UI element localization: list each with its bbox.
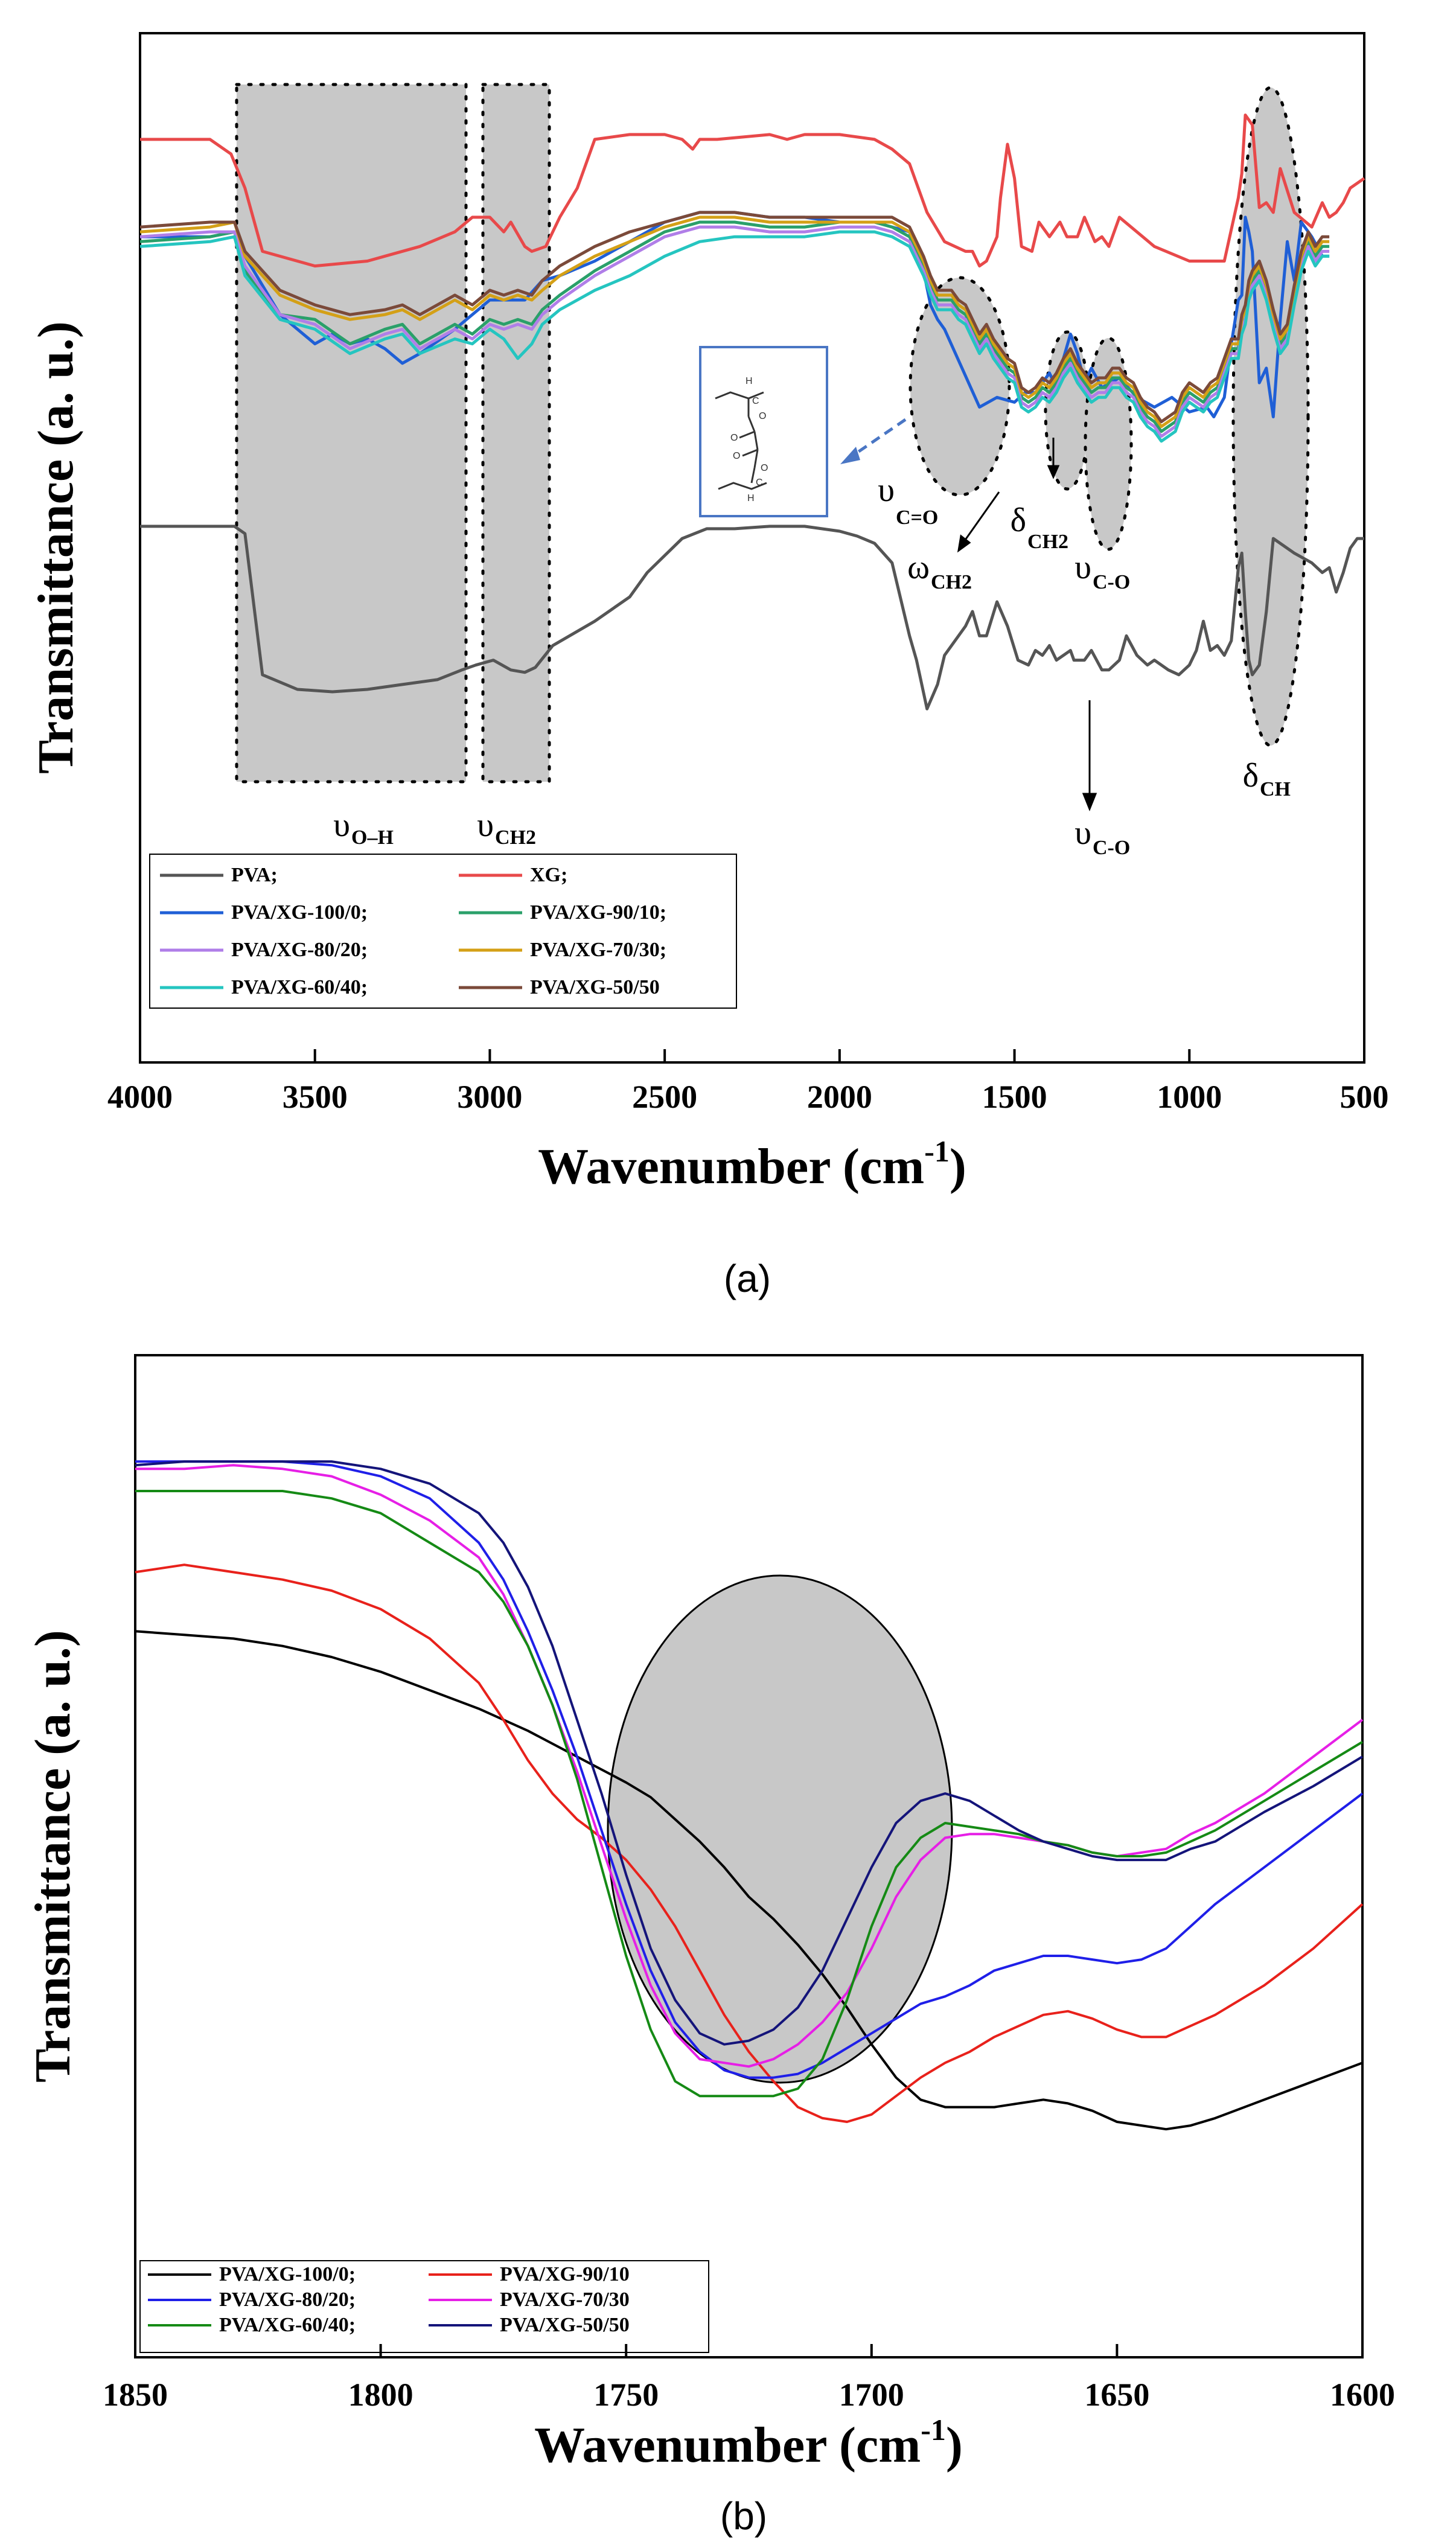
structure-atom-label: O <box>730 433 738 443</box>
ch-ellipse-shade <box>1231 86 1310 747</box>
x-tick-label: 1650 <box>1084 2377 1149 2413</box>
structure-box <box>699 346 828 517</box>
structure-atom-label: C <box>756 477 763 488</box>
annotation-label: υ <box>1074 814 1091 852</box>
x-tick-label: 2000 <box>807 1079 872 1115</box>
x-tick-label: 2500 <box>632 1079 697 1115</box>
carbonyl-highlight-ellipse <box>607 1574 953 2084</box>
x-tick-label: 1850 <box>103 2377 168 2413</box>
x-tick-label: 1600 <box>1330 2377 1395 2413</box>
x-tick-label: 1500 <box>982 1079 1047 1115</box>
structure-inset: H C O O O O H C <box>699 346 907 517</box>
structure-atom-label: C <box>752 396 759 406</box>
ch2-bend-arrow-head <box>1047 465 1060 479</box>
x-tick-label: 500 <box>1340 1079 1389 1115</box>
panel-a: H C O O O O H C υ O–H υ CH2 υ C=O ω CH2 <box>28 32 1389 1300</box>
series-line-pva-xg-50-50 <box>135 1460 1364 2046</box>
annotation-label: δ <box>1243 757 1259 794</box>
panel-b-label: (b) <box>720 2494 767 2538</box>
panel-a-x-axis: 4000 3500 3000 2500 2000 1500 1000 500 <box>107 1049 1389 1115</box>
wagging-arrow-head <box>957 534 971 553</box>
x-tick-label: 1700 <box>839 2377 904 2413</box>
c-o-arrow-head <box>1082 793 1097 812</box>
annotation-sub: O–H <box>351 826 394 849</box>
structure-atom-label: H <box>746 376 753 386</box>
panel-b-legend-box <box>139 2260 709 2353</box>
annotation-label: υ <box>1074 549 1091 586</box>
c-o-ellipse-shade <box>1084 336 1133 551</box>
legend-label: PVA/XG-50/50 <box>530 976 660 998</box>
annotation-sub: C-O <box>1093 837 1130 859</box>
structure-atom-label: O <box>733 451 740 461</box>
x-tick-label: 1750 <box>593 2377 659 2413</box>
panel-b: PVA/XG-100/0; PVA/XG-90/10 PVA/XG-80/20; PV… <box>25 1354 1395 2538</box>
annotation-sub: CH2 <box>1027 531 1068 553</box>
annotation-sub: C-O <box>1093 571 1130 593</box>
structure-pointer-arrow <box>847 418 907 461</box>
panel-b-x-axis-title: Wavenumber (cm-1) <box>534 2413 963 2473</box>
legend-label: PVA/XG-70/30; <box>530 939 666 961</box>
series-line-pva-xg-50-50 <box>139 211 1330 424</box>
x-tick-label: 1000 <box>1157 1079 1222 1115</box>
series-line-pva-xg-80-20 <box>135 1460 1364 2079</box>
legend-label: PVA/XG-100/0; <box>231 901 368 924</box>
legend-label: PVA/XG-100/0; <box>219 2263 356 2285</box>
annotation-sub: C=O <box>896 506 938 529</box>
legend-label: PVA/XG-90/10; <box>530 901 666 924</box>
annotation-label: δ <box>1011 502 1026 539</box>
structure-atom-label: O <box>761 463 768 473</box>
x-tick-label: 3000 <box>457 1079 522 1115</box>
x-tick-label: 3500 <box>283 1079 348 1115</box>
legend-label: XG; <box>530 864 567 886</box>
legend-label: PVA/XG-80/20; <box>219 2288 356 2311</box>
oh-region-shade <box>235 83 468 784</box>
legend-label: PVA; <box>231 864 278 886</box>
x-tick-label: 4000 <box>107 1079 173 1115</box>
annotation-label: υ <box>477 806 494 844</box>
annotation-sub: CH2 <box>495 826 536 849</box>
structure-pointer-head <box>840 447 860 464</box>
legend-label: PVA/XG-50/50 <box>500 2314 630 2336</box>
wagging-arrow <box>962 491 1000 544</box>
panel-a-legend-box <box>149 854 737 1009</box>
panel-b-legend: PVA/XG-100/0; PVA/XG-90/10 PVA/XG-80/20; PV… <box>139 2260 709 2353</box>
series-line-pva-xg-90-10 <box>135 1563 1364 2123</box>
panel-a-x-axis-title: Wavenumber (cm-1) <box>538 1134 966 1195</box>
legend-label: PVA/XG-70/30 <box>500 2288 630 2311</box>
structure-atom-label: O <box>759 411 766 421</box>
legend-label: PVA/XG-80/20; <box>231 939 368 961</box>
ch2-region-shade <box>481 83 551 784</box>
legend-label: PVA/XG-60/40; <box>219 2314 356 2336</box>
annotation-label: υ <box>333 806 350 844</box>
annotation-label: υ <box>878 471 895 509</box>
annotation-label: ω <box>907 549 930 586</box>
legend-label: PVA/XG-90/10 <box>500 2263 630 2285</box>
x-tick-label: 1800 <box>348 2377 413 2413</box>
panel-b-x-axis: 1850 1800 1750 1700 1650 1600 <box>103 2344 1395 2413</box>
panel-b-y-axis-title: Transmittance (a. u.) <box>25 1630 81 2083</box>
panel-a-label: (a) <box>724 1257 771 1300</box>
series-line-pva-xg-60-40 <box>139 230 1330 443</box>
panel-b-series <box>135 1460 1364 2131</box>
legend-label: PVA/XG-60/40; <box>231 976 368 998</box>
series-line-pva-xg-60-40 <box>135 1490 1364 2098</box>
structure-atom-label: H <box>747 493 755 503</box>
annotation-sub: CH2 <box>931 571 972 593</box>
annotation-sub: CH <box>1260 778 1291 800</box>
panel-a-legend: PVA; XG; PVA/XG-100/0; PVA/XG-90/10; PVA/XG-… <box>149 854 737 1009</box>
series-line-pva <box>140 525 1364 711</box>
series-line-pva-xg-70-30 <box>135 1464 1364 2068</box>
panel-a-y-axis-title: Transmittance (a. u.) <box>28 321 84 774</box>
series-line-pva-xg-100-0 <box>135 1630 1363 2131</box>
series-line-pva-xg-70-30 <box>139 216 1330 429</box>
panel-a-series <box>139 113 1365 711</box>
series-line-xg <box>140 113 1365 268</box>
